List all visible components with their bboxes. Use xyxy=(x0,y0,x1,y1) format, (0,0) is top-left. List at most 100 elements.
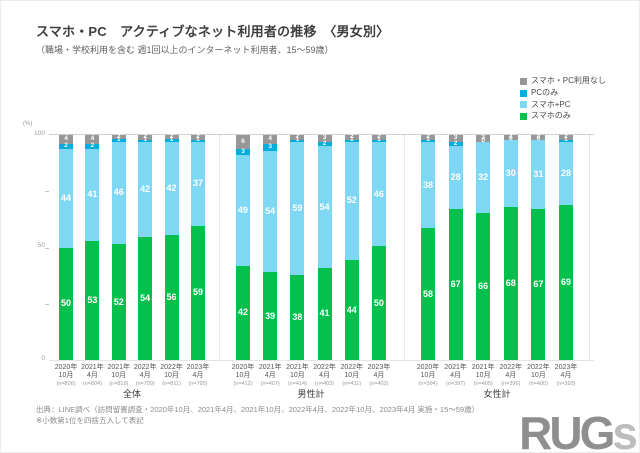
bar-value-label: 2 xyxy=(377,133,381,141)
x-label-year: 2022年 xyxy=(527,364,550,371)
sample-size-label: (n=394) xyxy=(418,380,438,387)
bar-value-label: 1 xyxy=(169,136,174,144)
bar-value-label: 42 xyxy=(140,184,151,195)
legend-label: スマホ+PC xyxy=(531,99,571,109)
x-label-year: 2021年 xyxy=(444,364,467,371)
bar-value-label: 52 xyxy=(113,296,124,307)
x-label-month: 4月 xyxy=(560,372,572,380)
stacked-bar: 2 1 59 38 2021年 10月 (n=414) xyxy=(286,133,309,386)
segment-pc-only: 1 xyxy=(164,136,179,144)
x-axis-label: 2022年 4月 (n=396) xyxy=(493,364,529,387)
stacked-bar: 2 1 42 56 2022年 10月 (n=811) xyxy=(160,133,183,386)
bar-value-label: 2 xyxy=(295,133,300,140)
bar-value-label: 2 xyxy=(90,142,95,149)
bar-value-label: 38 xyxy=(422,179,433,190)
bar-value-label: 1 xyxy=(143,136,147,144)
x-label-year: 2021年 xyxy=(81,364,104,371)
legend-swatch-smartphone-only-icon xyxy=(520,113,527,121)
x-axis-label: 2022年 4月 (n=799) xyxy=(127,364,163,387)
bar-value-label: 44 xyxy=(346,304,357,315)
segment-smartphone-and-pc: 37 xyxy=(190,141,205,226)
bar-value-label: 32 xyxy=(478,171,489,182)
bar-value-label: 2 xyxy=(349,133,354,141)
group-label: 女性計 xyxy=(483,389,511,399)
segment-smartphone-and-pc: 54 xyxy=(263,150,278,273)
x-label-year: 2022年 xyxy=(160,364,183,371)
segment-none: 6 xyxy=(236,135,250,149)
segment-smartphone-and-pc: 46 xyxy=(371,141,386,247)
sample-size-label: (n=407) xyxy=(260,380,280,387)
bar-value-label: 1 xyxy=(564,136,568,144)
sample-size-label: (n=393) xyxy=(556,380,576,387)
x-label-month: 4月 xyxy=(319,372,331,380)
segment-smartphone-and-pc: 41 xyxy=(85,148,100,241)
segment-none: 2 xyxy=(371,133,386,141)
bar-value-label: 38 xyxy=(292,311,303,322)
bar-value-label: 67 xyxy=(533,279,544,290)
segment-pc-only: 1 xyxy=(558,136,573,144)
bar-value-label: 46 xyxy=(373,188,384,199)
segment-none: 3 xyxy=(448,135,463,142)
bar-value-label: 41 xyxy=(319,308,330,319)
stacked-bar: 2 1 42 54 2022年 4月 (n=799) xyxy=(134,134,157,387)
segment-smartphone-only: 53 xyxy=(85,240,100,360)
stacked-bar: 2 1 46 52 2021年 10月 (n=819) xyxy=(107,133,130,386)
x-label-year: 2022年 xyxy=(340,364,364,371)
x-label-year: 2020年 xyxy=(416,364,440,371)
stacked-bar: 4 3 54 39 2021年 4月 (n=407) xyxy=(259,135,281,386)
bar-value-label: 6 xyxy=(241,137,245,145)
segment-none: 2 xyxy=(190,134,205,140)
segment-smartphone-only: 50 xyxy=(371,246,386,360)
x-label-month: 4月 xyxy=(139,372,151,380)
group-separator xyxy=(404,135,405,360)
x-label-month: 10月 xyxy=(58,372,74,380)
bar-value-label: 54 xyxy=(319,201,330,212)
y-axis-unit: (%) xyxy=(23,121,33,127)
bar-value-label: 3 xyxy=(268,143,272,151)
y-axis-tick-100: 100 xyxy=(34,130,45,137)
sample-size-label: (n=806) xyxy=(56,380,76,387)
bar-value-label: 2 xyxy=(508,133,513,140)
x-label-month: 10月 xyxy=(530,372,546,380)
legend-label: スマホ・PC利用なし xyxy=(531,76,606,85)
sample-size-label: (n=804) xyxy=(82,380,102,387)
legend-swatch-none-icon xyxy=(520,77,527,85)
stacked-bar: 2 0 31 67 2022年 10月 (n=400) xyxy=(527,133,550,386)
segment-smartphone-and-pc: 52 xyxy=(344,141,359,260)
sample-size-label: (n=405) xyxy=(473,380,493,387)
legend: スマホ・PC利用なし PCのみ スマホ+PC スマホのみ xyxy=(520,76,606,124)
stacked-bar: 4 2 44 50 2020年 10月 (n=806) xyxy=(55,135,77,386)
segment-smartphone-only: 67 xyxy=(448,209,463,360)
bar-value-label: 37 xyxy=(192,178,203,189)
bar-value-label: 2 xyxy=(322,139,327,147)
x-axis-label: 2022年 10月 (n=411) xyxy=(334,364,370,387)
group-label: 全体 xyxy=(122,389,142,399)
segment-smartphone-only: 39 xyxy=(263,272,278,360)
segment-smartphone-only: 44 xyxy=(344,260,359,360)
bar-value-label: 3 xyxy=(481,134,485,142)
sample-size-label: (n=819) xyxy=(109,380,129,387)
segment-pc-only: 1 xyxy=(111,136,126,144)
page-subtitle: （職場・学校利用を含む 週1回以上のインターネット利用者、15～59歳） xyxy=(36,45,334,55)
bar-value-label: 2 xyxy=(169,133,174,140)
bar-value-label: 1 xyxy=(116,136,121,144)
x-label-month: 10月 xyxy=(420,372,436,380)
bar-value-label: 2 xyxy=(64,142,68,149)
segment-smartphone-only: 66 xyxy=(476,212,491,360)
bar-value-label: 67 xyxy=(450,279,461,290)
bar-value-label: 3 xyxy=(241,147,245,155)
bar-value-label: 59 xyxy=(192,287,203,298)
bar-value-label: 39 xyxy=(265,310,276,321)
segment-smartphone-only: 54 xyxy=(138,237,153,360)
stacked-bar: 4 2 41 53 2021年 4月 (n=804) xyxy=(81,135,104,386)
bar-value-label: 50 xyxy=(373,297,384,308)
bar-value-label: 2 xyxy=(426,133,430,141)
x-axis-label: 2023年 4月 (n=393) xyxy=(548,364,584,387)
x-label-month: 10月 xyxy=(475,372,491,380)
segment-smartphone-and-pc: 28 xyxy=(448,146,463,210)
x-axis-label: 2021年 4月 (n=397) xyxy=(438,364,474,387)
x-label-month: 4月 xyxy=(373,372,385,380)
segment-smartphone-only: 52 xyxy=(111,244,126,360)
bar-value-label: 59 xyxy=(292,202,303,213)
bar-value-label: 28 xyxy=(450,172,461,183)
